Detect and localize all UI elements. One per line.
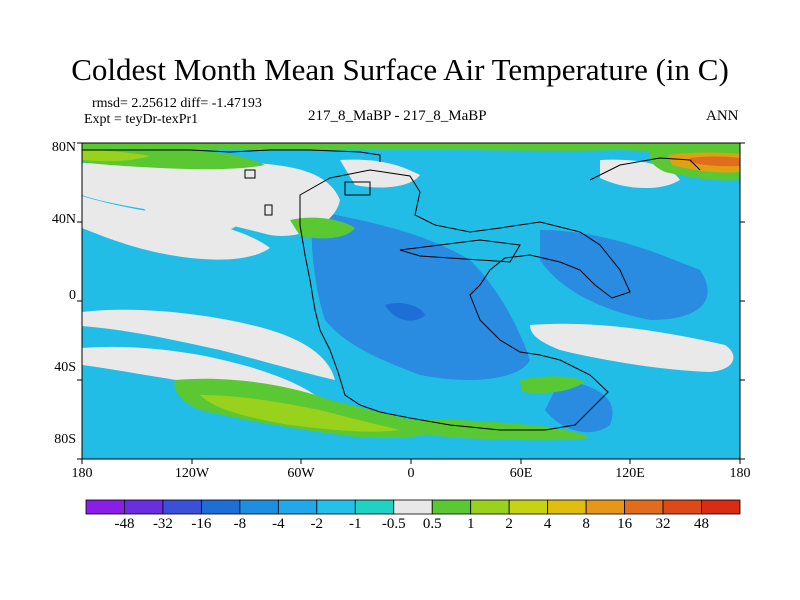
colorbar-box [508, 499, 549, 515]
colorbar-box [201, 499, 241, 515]
colorbar-box [701, 499, 741, 515]
y-label-80n: 80N [51, 140, 76, 155]
colorbar-label: 1 [466, 516, 475, 532]
colorbar-box [431, 499, 472, 515]
colorbar-box [624, 499, 664, 515]
colorbar-box [470, 499, 510, 515]
colorbar-label: 16 [617, 516, 633, 532]
island-outline-3 [344, 181, 371, 196]
map-field [82, 143, 740, 459]
island-outline-1 [244, 169, 256, 179]
cool-anomaly-south [545, 380, 613, 433]
stats-text: rmsd= 2.25612 diff= -1.47193 [92, 96, 262, 111]
colorbar-box [239, 499, 279, 515]
colorbar-label: -8 [233, 516, 247, 532]
warm-arctic-strip [82, 143, 740, 152]
y-label-0: 0 [69, 288, 76, 303]
neutral-region-north [82, 163, 340, 236]
colorbar-label: 32 [655, 516, 671, 532]
warm-patch-southeast [520, 376, 585, 394]
y-label-80s: 80S [54, 432, 76, 447]
neutral-north-atlantic [340, 159, 420, 188]
neutral-southern-band [82, 309, 335, 380]
strong-cool-patch [385, 303, 425, 321]
colorbar-box [162, 499, 202, 515]
colorbar-box [547, 499, 587, 515]
colorbar [85, 499, 741, 515]
north-coastline-west [82, 149, 381, 162]
central-continent-outline [299, 169, 631, 431]
x-label-180w: 180 [71, 466, 93, 481]
y-label-40n: 40N [51, 212, 76, 227]
plot-title: Coldest Month Mean Surface Air Temperatu… [71, 52, 729, 87]
colorbar-label: -1 [349, 516, 362, 532]
warm-southern-band-east [380, 419, 590, 441]
neutral-patch [140, 193, 245, 235]
colorbar-label: 8 [582, 516, 590, 532]
island-outline-2 [264, 204, 273, 216]
x-label-120w: 120W [174, 466, 210, 481]
colorbar-box [85, 499, 125, 515]
inner-outline [399, 239, 521, 263]
colorbar-box [585, 499, 625, 515]
colorbar-label: 0.5 [422, 516, 442, 532]
colorbar-label: -4 [272, 516, 285, 532]
warm-southern-core [200, 395, 400, 432]
experiment-label: Expt = teyDr-texPr1 [84, 112, 199, 127]
colorbar-box [277, 499, 318, 515]
x-label-120e: 120E [615, 466, 645, 481]
colorbar-label: -0.5 [381, 516, 406, 532]
x-label-180e: 180 [729, 466, 751, 481]
colorbar-label: -32 [152, 516, 173, 532]
coastlines [82, 149, 701, 431]
colorbar-label: 48 [694, 516, 710, 532]
neutral-southeast [530, 323, 734, 372]
y-label-40s: 40S [54, 360, 76, 375]
warm-patch-midlatitude [290, 217, 355, 239]
colorbar-box [354, 499, 395, 515]
season-label: ANN [706, 108, 739, 124]
warm-arctic-west-core [82, 150, 150, 162]
colorbar-box [316, 499, 356, 515]
colorbar-label: -48 [114, 516, 135, 532]
colorbar-box [662, 499, 702, 515]
cool-anomaly-east [540, 230, 708, 320]
x-label-60w: 60W [287, 466, 315, 481]
north-coastline-east [589, 157, 701, 181]
case-id-label: 217_8_MaBP - 217_8_MaBP [308, 108, 487, 124]
x-label-60e: 60E [509, 466, 533, 481]
warm-arctic-east-peak [690, 156, 740, 167]
colorbar-label: 2 [505, 516, 513, 532]
axis-ticks [77, 142, 745, 464]
x-label-0: 0 [407, 466, 415, 481]
colorbar-label: -16 [191, 516, 212, 532]
colorbar-box [393, 499, 433, 515]
colorbar-box [124, 499, 164, 515]
warm-southern-band [174, 378, 451, 439]
colorbar-label: 4 [543, 516, 552, 532]
colorbar-label: -2 [310, 516, 324, 532]
cool-anomaly-region [311, 210, 530, 380]
